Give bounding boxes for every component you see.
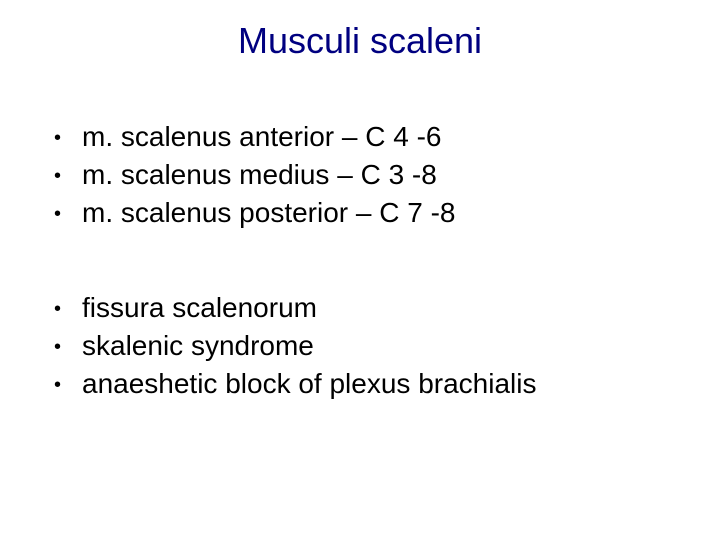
slide-body: • m. scalenus anterior – C 4 -6 • m. sca… [54,118,674,461]
list-item: • skalenic syndrome [54,327,674,365]
slide: Musculi scaleni • m. scalenus anterior –… [0,0,720,540]
list-item: • m. scalenus medius – C 3 -8 [54,156,674,194]
bullet-group-2: • fissura scalenorum • skalenic syndrome… [54,289,674,402]
bullet-text: fissura scalenorum [82,289,674,327]
bullet-icon: • [54,125,82,152]
bullet-text: m. scalenus medius – C 3 -8 [82,156,674,194]
list-item: • m. scalenus anterior – C 4 -6 [54,118,674,156]
bullet-icon: • [54,296,82,323]
list-item: • anaeshetic block of plexus brachialis [54,365,674,403]
slide-title: Musculi scaleni [0,20,720,62]
bullet-icon: • [54,372,82,399]
bullet-text: skalenic syndrome [82,327,674,365]
bullet-text: m. scalenus anterior – C 4 -6 [82,118,674,156]
bullet-icon: • [54,334,82,361]
bullet-group-1: • m. scalenus anterior – C 4 -6 • m. sca… [54,118,674,231]
bullet-text: m. scalenus posterior – C 7 -8 [82,194,674,232]
list-item: • m. scalenus posterior – C 7 -8 [54,194,674,232]
bullet-icon: • [54,201,82,228]
bullet-icon: • [54,163,82,190]
list-item: • fissura scalenorum [54,289,674,327]
bullet-text: anaeshetic block of plexus brachialis [82,365,674,403]
